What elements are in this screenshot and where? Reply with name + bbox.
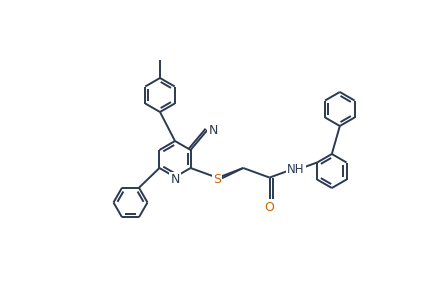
- Text: NH: NH: [287, 163, 304, 176]
- Text: N: N: [209, 124, 218, 137]
- Text: N: N: [171, 173, 180, 186]
- Text: S: S: [213, 173, 221, 185]
- Text: O: O: [264, 200, 274, 214]
